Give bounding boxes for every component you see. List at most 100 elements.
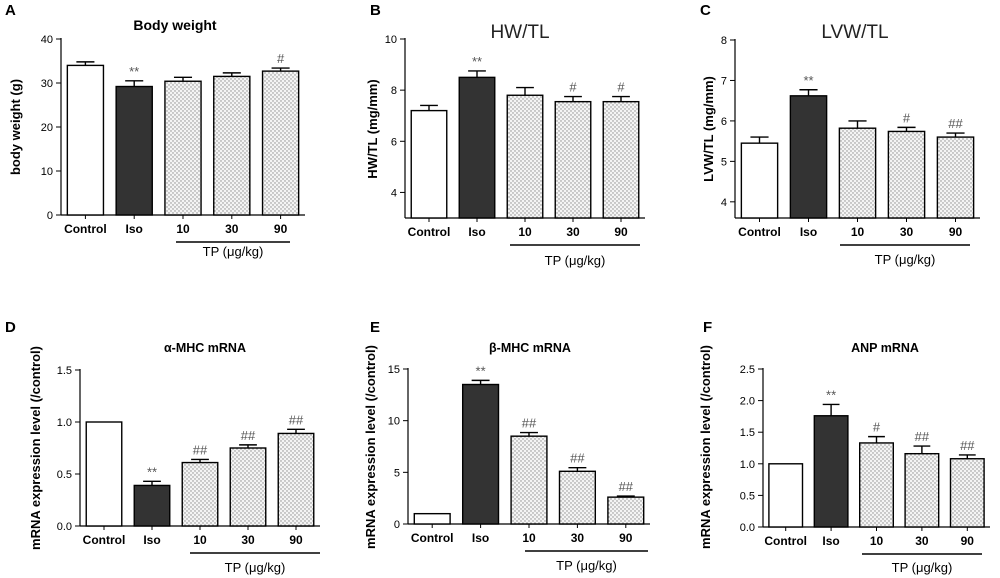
- error-bar-f-3: [913, 445, 931, 454]
- error-bar-c-4: [946, 132, 965, 138]
- y-tick-label-d-3: 1.5: [57, 365, 72, 377]
- tp-group-label-f: TP (μg/kg): [892, 560, 953, 575]
- bar-c-0: [740, 142, 779, 219]
- bar-b-4: [602, 100, 640, 219]
- y-axis-label-c: LVW/TL (mg/mm): [701, 76, 716, 182]
- error-bar-c-0: [750, 136, 769, 144]
- bar-f-4: [949, 458, 985, 528]
- error-bar-a-0: [76, 61, 95, 66]
- chart-title-c: LVW/TL: [821, 22, 888, 43]
- error-bar-d-1: [143, 480, 161, 486]
- category-label-c-2: 10: [851, 225, 865, 239]
- panel-letter-b: B: [370, 2, 381, 19]
- chart-title-b: HW/TL: [490, 22, 549, 43]
- error-bar-b-0: [420, 104, 438, 111]
- y-tick-label-a-0: 0: [47, 210, 53, 222]
- y-tick-label-d-0: 0.0: [57, 521, 72, 533]
- category-label-f-1: Iso: [822, 534, 839, 548]
- error-bar-f-2: [868, 435, 885, 443]
- bar-f-1: [813, 415, 849, 528]
- tp-group-label-c: TP (μg/kg): [875, 252, 936, 267]
- panel-letter-d: D: [5, 319, 16, 336]
- y-tick-label-a-2: 20: [41, 122, 53, 134]
- y-axis-label-f: mRNA expression level (/control): [698, 345, 713, 549]
- y-tick-label-b-2: 8: [391, 85, 397, 97]
- bar-f-2: [859, 442, 894, 528]
- category-label-b-3: 30: [566, 225, 580, 239]
- category-label-d-3: 30: [241, 533, 255, 547]
- panel-letter-a: A: [5, 2, 16, 19]
- tp-group-label-d: TP (μg/kg): [225, 560, 286, 575]
- category-label-f-3: 30: [915, 534, 929, 548]
- category-label-d-4: 90: [289, 533, 303, 547]
- significance-mark-d-4: ##: [289, 412, 304, 427]
- bar-a-2: [164, 80, 202, 216]
- bar-b-3: [554, 100, 592, 219]
- bar-c-3: [887, 130, 926, 219]
- category-label-c-4: 90: [949, 225, 963, 239]
- bar-d-3: [229, 447, 267, 527]
- bar-e-1: [461, 383, 500, 525]
- bar-c-4: [936, 136, 975, 219]
- category-label-c-0: Control: [738, 225, 781, 239]
- tp-group-label-e: TP (μg/kg): [556, 558, 617, 573]
- significance-mark-d-3: ##: [241, 428, 256, 443]
- category-label-c-1: Iso: [800, 225, 817, 239]
- category-label-f-4: 90: [961, 534, 975, 548]
- significance-mark-e-1: **: [476, 363, 486, 378]
- error-bar-e-3: [568, 466, 587, 472]
- error-bar-c-2: [848, 120, 867, 129]
- y-tick-label-c-0: 4: [721, 197, 727, 209]
- y-tick-label-f-2: 1.0: [740, 459, 755, 471]
- bar-c-1: [789, 95, 828, 219]
- chart-title-a: Body weight: [133, 17, 217, 33]
- y-axis-label-b: HW/TL (mg/mm): [365, 79, 380, 178]
- significance-mark-a-4: #: [277, 51, 285, 66]
- y-tick-label-f-4: 2.0: [740, 396, 755, 408]
- y-tick-label-e-0: 0: [394, 519, 400, 531]
- panel-letter-c: C: [700, 2, 711, 19]
- y-tick-label-c-3: 7: [721, 75, 727, 87]
- y-tick-label-d-1: 0.5: [57, 469, 72, 481]
- category-label-f-0: Control: [764, 534, 807, 548]
- panel-letter-f: F: [703, 319, 712, 336]
- significance-mark-f-2: #: [873, 420, 881, 435]
- significance-mark-c-1: **: [803, 73, 813, 88]
- bar-e-3: [558, 470, 597, 525]
- y-tick-label-e-1: 5: [394, 467, 400, 479]
- significance-mark-e-4: ##: [619, 479, 634, 494]
- bar-a-0: [66, 64, 105, 216]
- significance-mark-f-3: ##: [915, 429, 930, 444]
- bar-f-0: [768, 463, 804, 528]
- bar-a-3: [213, 75, 251, 216]
- category-label-e-4: 90: [619, 531, 633, 545]
- category-label-e-3: 30: [571, 531, 585, 545]
- category-label-a-1: Iso: [126, 222, 143, 236]
- bar-e-2: [510, 435, 548, 525]
- category-label-a-3: 30: [225, 222, 239, 236]
- chart-title-d: α-MHC mRNA: [164, 341, 246, 355]
- error-bar-d-2: [191, 458, 209, 463]
- error-bar-b-1: [468, 70, 486, 78]
- y-tick-label-b-3: 10: [385, 34, 397, 46]
- error-bar-e-1: [471, 379, 490, 385]
- chart-title-e: β-MHC mRNA: [489, 341, 571, 355]
- bar-a-4: [261, 70, 300, 216]
- y-tick-label-f-0: 0.0: [740, 522, 755, 534]
- significance-mark-d-2: ##: [193, 442, 208, 457]
- category-label-a-2: 10: [176, 222, 190, 236]
- error-bar-a-3: [222, 72, 241, 77]
- significance-mark-b-4: #: [617, 80, 625, 95]
- error-bar-a-4: [271, 67, 290, 72]
- significance-mark-c-3: #: [903, 110, 911, 125]
- y-axis-label-a: body weight (g): [8, 79, 23, 175]
- bar-d-1: [133, 484, 171, 527]
- category-label-a-0: Control: [64, 222, 107, 236]
- bar-d-2: [181, 461, 219, 527]
- error-bar-c-3: [897, 126, 916, 132]
- error-bar-a-2: [173, 76, 193, 82]
- y-tick-label-b-1: 6: [391, 136, 397, 148]
- category-label-d-2: 10: [193, 533, 207, 547]
- bar-b-1: [458, 76, 496, 219]
